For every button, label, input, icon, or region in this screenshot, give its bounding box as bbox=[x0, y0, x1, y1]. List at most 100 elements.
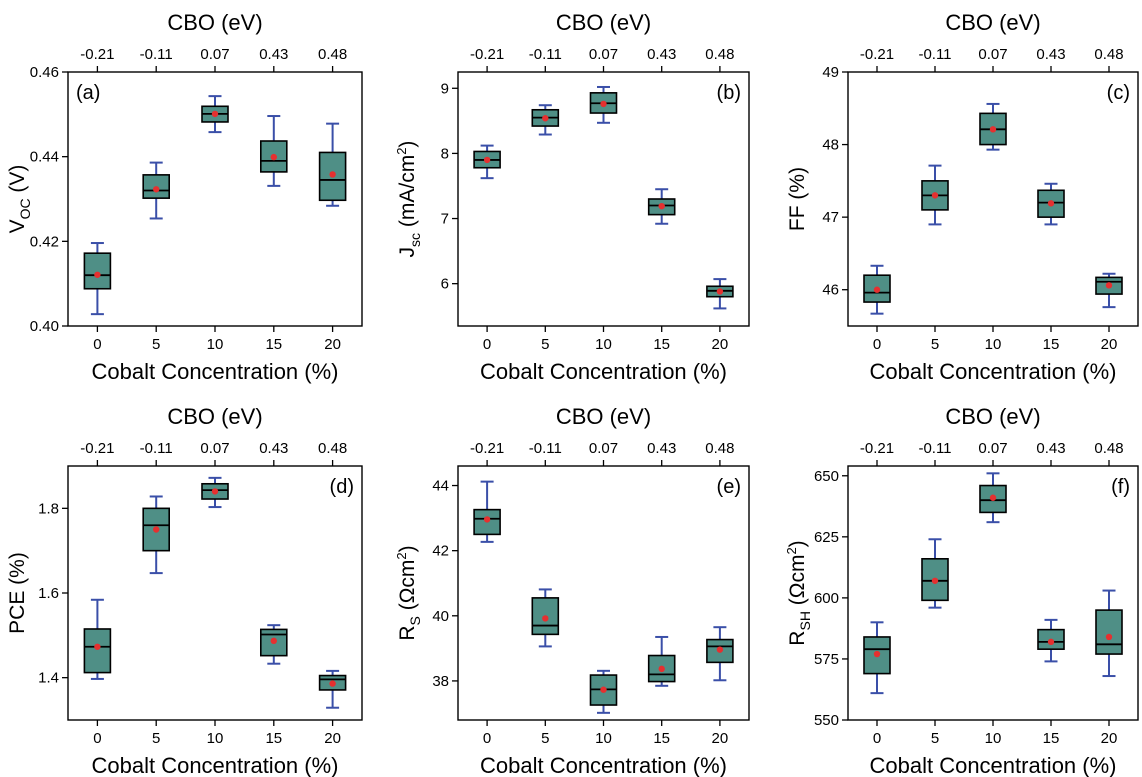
top-x-tick-label: 0.48 bbox=[705, 440, 734, 457]
x-axis-title: Cobalt Concentration (%) bbox=[869, 753, 1116, 777]
x-tick-label: 20 bbox=[324, 730, 341, 747]
y-axis-title-part: (mA/cm bbox=[396, 155, 419, 233]
y-axis-title: VOC (V) bbox=[6, 165, 33, 234]
top-x-tick-label: -0.11 bbox=[529, 46, 562, 63]
top-x-tick-label: 0.07 bbox=[589, 46, 618, 63]
y-tick-label: 49 bbox=[822, 64, 839, 81]
x-tick-label: 10 bbox=[207, 336, 224, 353]
y-axis-title-part: V bbox=[6, 219, 29, 233]
mean-point bbox=[94, 271, 101, 278]
mean-point bbox=[1047, 200, 1055, 207]
mean-point bbox=[873, 286, 881, 293]
y-axis-title-part: PCE (%) bbox=[6, 552, 29, 634]
x-tick-label: 15 bbox=[1043, 730, 1060, 747]
y-axis-title-part: 2 bbox=[394, 148, 409, 155]
y-tick-label: 9 bbox=[441, 80, 449, 97]
y-axis-title-part: S bbox=[407, 616, 423, 625]
x-tick-label: 20 bbox=[712, 336, 729, 353]
mean-point bbox=[211, 488, 219, 495]
top-x-tick-label: 0.48 bbox=[318, 46, 347, 63]
box-10 bbox=[589, 669, 618, 714]
y-tick-label: 48 bbox=[822, 137, 839, 154]
box-15 bbox=[647, 188, 676, 225]
mean-point bbox=[1105, 633, 1113, 641]
y-tick-label: 42 bbox=[432, 543, 449, 560]
y-axis-title-part: (Ωcm bbox=[786, 555, 809, 612]
panel-label: (b) bbox=[717, 82, 741, 104]
box-15 bbox=[1037, 618, 1065, 663]
top-x-tick-label: -0.11 bbox=[529, 440, 562, 457]
y-axis-title-part: (V) bbox=[6, 165, 29, 199]
top-x-tick-label: 0.07 bbox=[589, 440, 618, 457]
box-5 bbox=[921, 164, 949, 226]
mean-point bbox=[329, 680, 336, 687]
mean-point bbox=[94, 643, 101, 650]
box-15 bbox=[259, 624, 288, 665]
top-x-axis-title: CBO (eV) bbox=[556, 10, 651, 35]
top-x-tick-label: 0.43 bbox=[647, 46, 676, 63]
y-tick-label: 8 bbox=[441, 145, 449, 162]
box-20 bbox=[706, 626, 734, 682]
mean-point bbox=[658, 202, 665, 210]
x-axis-title: Cobalt Concentration (%) bbox=[91, 359, 338, 384]
top-x-tick-label: -0.21 bbox=[80, 46, 114, 63]
y-axis-title-part: ) bbox=[396, 141, 419, 148]
panel-label: (e) bbox=[717, 476, 741, 498]
x-tick-label: 15 bbox=[653, 730, 670, 747]
box-0 bbox=[83, 242, 112, 316]
x-tick-label: 15 bbox=[265, 730, 282, 747]
mean-point bbox=[931, 192, 939, 199]
y-axis-title-part: FF (%) bbox=[786, 167, 809, 231]
y-tick-label: 40 bbox=[432, 608, 449, 625]
panel-e: 38 40 42 44 0 -0.21 5 -0.11 10 0.07 15 0.43 20 0.48 Co… bbox=[394, 404, 750, 777]
mean-point bbox=[931, 577, 939, 584]
x-tick-label: 20 bbox=[712, 730, 729, 747]
mean-point bbox=[542, 115, 549, 122]
box-15 bbox=[1037, 182, 1065, 226]
y-axis-title-part: ) bbox=[786, 540, 809, 547]
x-tick-label: 0 bbox=[483, 730, 491, 747]
top-x-tick-label: 0.07 bbox=[978, 46, 1007, 63]
box-iqr bbox=[83, 628, 112, 674]
x-tick-label: 5 bbox=[152, 730, 160, 747]
y-axis-title-part: sc bbox=[407, 233, 423, 247]
x-tick-label: 0 bbox=[93, 336, 101, 353]
box-20 bbox=[318, 122, 347, 207]
x-tick-label: 15 bbox=[653, 336, 670, 353]
box-10 bbox=[979, 472, 1007, 524]
x-tick-label: 20 bbox=[1101, 336, 1118, 353]
x-axis-title: Cobalt Concentration (%) bbox=[480, 753, 727, 777]
top-x-tick-label: 0.48 bbox=[1094, 46, 1123, 63]
mean-point bbox=[716, 288, 724, 295]
box-0 bbox=[83, 598, 112, 680]
mean-point bbox=[483, 156, 491, 164]
top-x-axis-title: CBO (eV) bbox=[945, 404, 1040, 429]
box-0 bbox=[863, 264, 891, 315]
top-x-axis-title: CBO (eV) bbox=[167, 10, 262, 35]
x-tick-label: 15 bbox=[1043, 336, 1060, 353]
panel-label: (a) bbox=[76, 82, 100, 104]
panel-d: 1.4 1.6 1.8 0 -0.21 5 -0.11 10 0.07 15 0.43 20 0.48 C… bbox=[6, 404, 363, 777]
box-20 bbox=[1095, 589, 1123, 678]
y-axis-title-part: 2 bbox=[784, 547, 799, 554]
mean-point bbox=[989, 126, 997, 133]
y-axis-title-part: (Ωcm bbox=[396, 560, 419, 617]
top-x-tick-label: -0.21 bbox=[470, 440, 504, 457]
panel-label: (d) bbox=[330, 476, 354, 498]
mean-point bbox=[329, 171, 336, 178]
x-tick-label: 5 bbox=[541, 336, 549, 353]
y-axis-title: PCE (%) bbox=[6, 552, 29, 634]
panel-label: (f) bbox=[1111, 476, 1130, 498]
y-tick-label: 575 bbox=[814, 651, 839, 668]
box-5 bbox=[921, 538, 949, 609]
mean-point bbox=[153, 526, 160, 533]
x-axis-title: Cobalt Concentration (%) bbox=[91, 753, 338, 777]
x-tick-label: 20 bbox=[1101, 730, 1118, 747]
mean-point bbox=[270, 153, 277, 161]
y-tick-label: 550 bbox=[814, 712, 839, 729]
y-axis-title-part: OC bbox=[17, 198, 33, 219]
y-axis-title-part: R bbox=[396, 625, 419, 640]
mean-point bbox=[270, 637, 277, 645]
x-tick-label: 10 bbox=[207, 730, 224, 747]
